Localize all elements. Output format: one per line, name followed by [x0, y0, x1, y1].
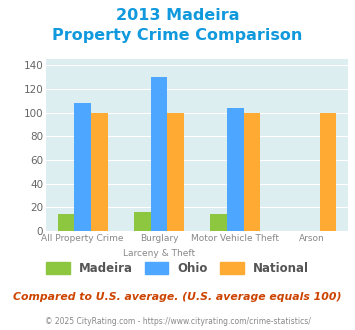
Bar: [74, 103, 91, 231]
Text: Compared to U.S. average. (U.S. average equals 100): Compared to U.S. average. (U.S. average …: [13, 292, 342, 302]
Bar: [227, 108, 244, 231]
Bar: [320, 113, 337, 231]
Text: Motor Vehicle Theft: Motor Vehicle Theft: [191, 234, 279, 243]
Text: 2013 Madeira: 2013 Madeira: [116, 8, 239, 23]
Bar: [58, 214, 74, 231]
Text: © 2025 CityRating.com - https://www.cityrating.com/crime-statistics/: © 2025 CityRating.com - https://www.city…: [45, 317, 310, 326]
Bar: [210, 214, 227, 231]
Bar: [167, 113, 184, 231]
Bar: [244, 113, 260, 231]
Bar: [91, 113, 108, 231]
Text: All Property Crime: All Property Crime: [42, 234, 124, 243]
Text: Burglary: Burglary: [140, 234, 178, 243]
Bar: [134, 212, 151, 231]
Bar: [151, 77, 167, 231]
Text: Property Crime Comparison: Property Crime Comparison: [52, 28, 303, 43]
Text: Larceny & Theft: Larceny & Theft: [123, 249, 195, 258]
Text: Arson: Arson: [299, 234, 324, 243]
Legend: Madeira, Ohio, National: Madeira, Ohio, National: [42, 258, 313, 279]
